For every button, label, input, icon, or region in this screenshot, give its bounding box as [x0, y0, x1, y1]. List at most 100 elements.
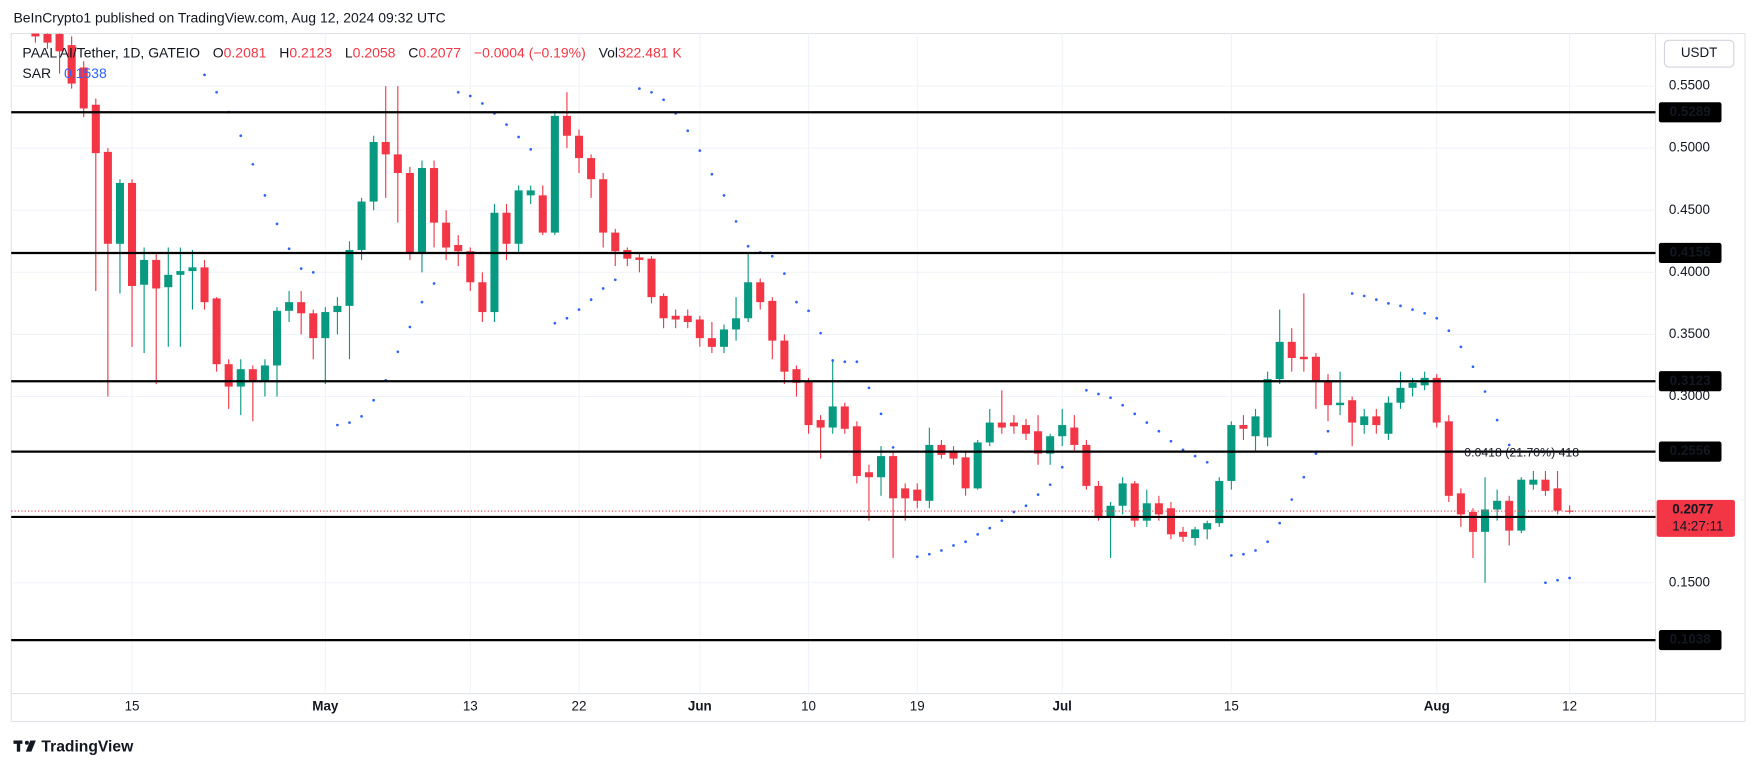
sar-dot: [336, 423, 339, 427]
candle-body: [212, 298, 221, 365]
candle-body: [659, 295, 668, 319]
x-tick-label: 12: [1562, 698, 1577, 713]
candle-body: [997, 422, 1006, 428]
sar-dot: [589, 298, 593, 301]
candle-body: [961, 457, 970, 489]
sar-dot: [396, 350, 400, 354]
sar-dot: [831, 359, 835, 362]
sar-dot: [1278, 521, 1282, 525]
candle-body: [1360, 416, 1369, 426]
candle-body: [490, 212, 499, 313]
published-note: BeInCrypto1 published on TradingView.com…: [13, 10, 445, 26]
sar-dot: [408, 325, 412, 329]
x-tick-label: 22: [572, 698, 587, 713]
sar-dot: [795, 300, 798, 304]
volume-label: Vol: [599, 44, 618, 60]
sar-dot: [1350, 292, 1354, 295]
level-label-box: [1658, 102, 1722, 123]
sar-dot: [1133, 412, 1137, 416]
ohlc-letter: C: [408, 44, 418, 60]
logo-part: [25, 740, 36, 752]
candle-body: [1191, 529, 1200, 539]
sar-dot: [1048, 483, 1052, 486]
candle-body: [393, 154, 402, 173]
candle-body: [562, 115, 571, 136]
sar-dot: [420, 300, 424, 304]
candle-body: [816, 420, 825, 428]
sar-dot: [746, 244, 750, 248]
sar-dot: [565, 316, 569, 320]
candle-body: [1263, 379, 1272, 438]
candle-body: [417, 168, 426, 254]
candle-body: [1070, 427, 1079, 445]
candle-body: [128, 182, 137, 286]
sar-dot: [1097, 392, 1100, 396]
sar-dot: [1169, 439, 1173, 443]
sar-dot: [456, 90, 460, 94]
candle-body: [1130, 483, 1139, 521]
candle-body: [1336, 402, 1345, 406]
currency-label[interactable]: USDT: [1681, 45, 1718, 60]
candle-body: [1179, 531, 1188, 537]
sar-dot: [783, 272, 786, 275]
candle-body: [707, 338, 716, 347]
x-tick-label: 13: [463, 698, 478, 713]
candle-body: [152, 259, 161, 289]
sar-dot: [1423, 311, 1426, 315]
sar-dot: [1374, 298, 1378, 301]
candle-body: [272, 310, 282, 366]
level-label-box: [1658, 371, 1722, 392]
candle-body: [973, 442, 982, 489]
sar-dot: [734, 220, 738, 223]
candle-body: [635, 257, 644, 260]
candle-body: [454, 245, 463, 252]
candle-body: [115, 182, 124, 244]
sar-dot: [855, 360, 859, 364]
sar-dot: [1471, 365, 1475, 369]
sar-dot: [203, 73, 206, 77]
level-label-box: [1658, 630, 1722, 651]
sar-dot: [372, 398, 375, 402]
candle-body: [466, 251, 475, 283]
candle-body: [224, 364, 233, 387]
ohlc-value: 0.2058: [353, 44, 396, 60]
candle-body: [478, 282, 487, 313]
y-tick-label: 0.1500: [1669, 574, 1710, 589]
sar-dot: [952, 544, 955, 547]
candle-body: [1058, 425, 1067, 437]
sar-dot: [710, 172, 714, 176]
logo-part: [24, 740, 29, 745]
candle-body: [79, 67, 88, 109]
sar-dot: [1266, 540, 1269, 544]
candle-body: [91, 104, 100, 154]
candle-body: [925, 444, 934, 501]
sar-dot: [251, 162, 255, 166]
candle-body: [1505, 500, 1514, 531]
sar-dot: [1544, 581, 1547, 585]
sar-dot: [1036, 493, 1040, 496]
logo-part: [16, 740, 21, 752]
candle-body: [683, 315, 692, 322]
y-tick-label: 0.4000: [1669, 264, 1710, 279]
candle-body: [1106, 505, 1115, 517]
candle-body: [1541, 479, 1550, 491]
candle-body: [1311, 356, 1320, 381]
level-label: 0.4156: [1670, 245, 1711, 260]
candle-body: [31, 33, 40, 37]
candle-body: [1432, 377, 1441, 423]
sar-dot: [638, 87, 641, 90]
candle-body: [333, 305, 342, 313]
candle-body: [538, 195, 547, 233]
currency-button[interactable]: [1663, 39, 1735, 68]
level-label-box: [1658, 441, 1722, 462]
x-tick-label: Aug: [1424, 698, 1450, 713]
sar-dot: [481, 102, 484, 105]
sar-dot: [311, 270, 315, 274]
candle-body: [937, 444, 946, 455]
current-price-tag: [1656, 499, 1735, 537]
candle-body: [103, 151, 112, 244]
sar-dot: [1399, 304, 1402, 308]
candle-body: [369, 141, 378, 202]
brand-name: TradingView: [41, 738, 134, 755]
